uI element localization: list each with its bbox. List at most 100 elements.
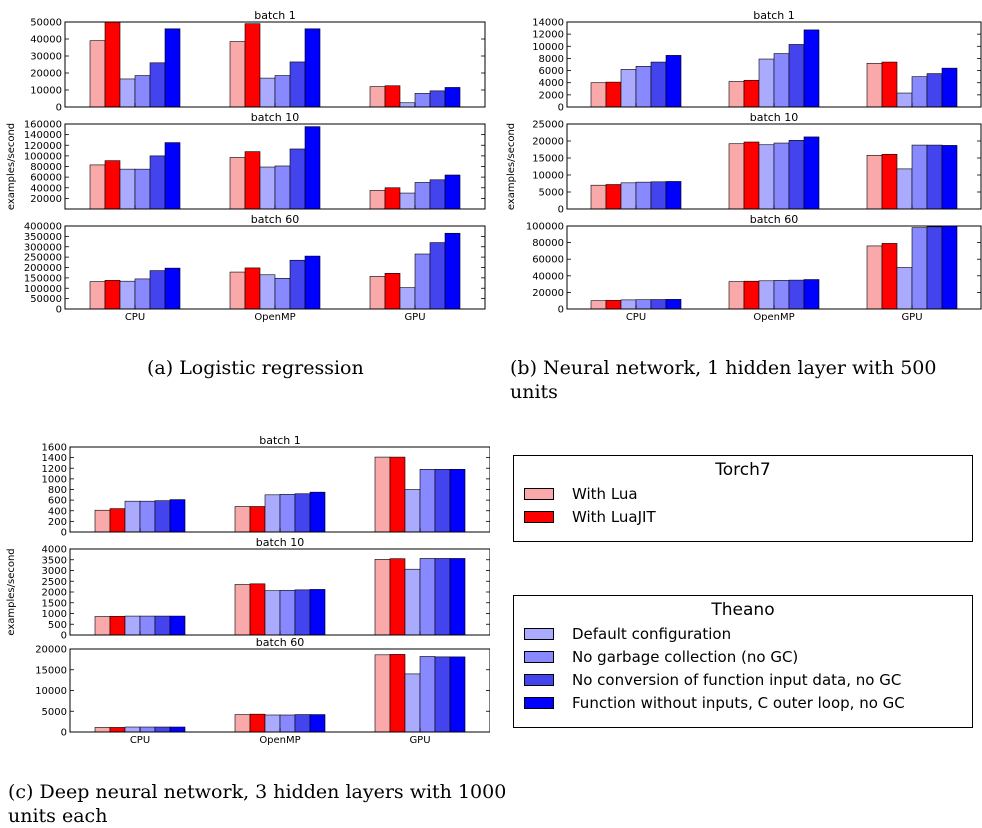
y-tick-label: 4000: [42, 545, 67, 556]
bar: [605, 184, 622, 210]
bar: [134, 168, 151, 210]
bar: [896, 168, 913, 210]
y-tick-label: 80000: [30, 162, 62, 173]
legend-entry: With LuaJIT: [514, 505, 972, 528]
bar: [149, 155, 166, 210]
y-tick-label: 5000: [539, 188, 564, 199]
y-tick-label: 0: [61, 728, 67, 739]
y-tick-label: 5000: [42, 707, 67, 718]
category-label: OpenMP: [254, 312, 295, 323]
bar: [249, 583, 266, 636]
bar: [304, 28, 321, 108]
bar: [650, 299, 667, 310]
legend-label: Default configuration: [572, 624, 732, 643]
bar: [429, 90, 446, 108]
bar: [758, 280, 775, 310]
category-label: GPU: [409, 735, 430, 746]
bar: [926, 226, 943, 310]
bar: [374, 559, 391, 636]
bar: [788, 279, 805, 310]
bar: [384, 273, 401, 310]
y-tick-label: 60000: [532, 255, 564, 266]
y-tick-label: 20000: [532, 288, 564, 299]
bar: [289, 148, 306, 210]
bar: [665, 181, 682, 210]
bar: [773, 280, 790, 310]
bar: [374, 456, 391, 533]
bar: [911, 76, 928, 108]
y-tick-label: 30000: [30, 52, 62, 63]
panel-batch-60: batch 60 0 20000 40000 60000 80000 100000: [526, 213, 982, 316]
bar: [911, 144, 928, 210]
bar: [279, 493, 296, 533]
legend-title: Theano: [711, 600, 775, 620]
bar: [419, 558, 436, 636]
panel-title: batch 10: [750, 111, 799, 124]
panel-title: batch 10: [256, 536, 305, 549]
bar: [650, 61, 667, 108]
bar: [590, 82, 607, 108]
bar: [758, 144, 775, 210]
bar: [369, 86, 386, 108]
y-tick-label: 400: [48, 506, 67, 517]
bar: [134, 75, 151, 108]
bar: [244, 151, 261, 210]
bar: [119, 280, 136, 310]
y-tick-label: 80000: [532, 238, 564, 249]
legend-label: No garbage collection (no GC): [572, 647, 799, 666]
bar: [590, 184, 607, 210]
bar: [104, 160, 121, 210]
y-tick-label: 1000: [42, 474, 67, 485]
bar: [119, 168, 136, 210]
panel-title: batch 1: [254, 9, 296, 22]
y-tick-label: 500: [48, 620, 67, 631]
y-tick-label: 2500: [42, 577, 67, 588]
y-tick-label: 10000: [532, 42, 564, 53]
y-axis-label: examples/second: [6, 123, 17, 210]
bar: [164, 267, 181, 310]
category-label: CPU: [626, 312, 646, 323]
caption-neural-network: (b) Neural network, 1 hidden layer with …: [510, 357, 937, 403]
bar: [605, 300, 622, 310]
y-tick-label: 15000: [532, 154, 564, 165]
bar: [758, 58, 775, 108]
y-tick-label: 0: [558, 205, 564, 216]
bar: [369, 276, 386, 310]
bar: [414, 182, 431, 210]
y-tick-label: 1400: [42, 453, 67, 464]
y-tick-label: 0: [56, 305, 62, 316]
bar: [234, 714, 251, 733]
legend-entry: Default configuration: [514, 622, 972, 645]
bar: [89, 40, 106, 108]
bar: [149, 62, 166, 108]
legend-swatch: [524, 627, 554, 640]
y-tick-label: 4000: [539, 78, 564, 89]
legend-torch7: Torch7 With Lua With LuaJIT: [513, 455, 973, 542]
bar: [881, 61, 898, 108]
bar: [249, 506, 266, 533]
bar: [124, 726, 141, 733]
y-tick-label: 25000: [532, 120, 564, 131]
bar: [259, 166, 276, 210]
bar: [434, 558, 451, 636]
y-tick-label: 300000: [24, 242, 62, 253]
bar: [384, 85, 401, 108]
bar: [911, 227, 928, 310]
bar: [773, 142, 790, 210]
bar: [881, 243, 898, 310]
bar: [743, 79, 760, 108]
legend-label: No conversion of function input data, no…: [572, 670, 902, 689]
bar: [274, 75, 291, 108]
bar: [896, 92, 913, 108]
y-tick-label: 2000: [42, 588, 67, 599]
y-tick-label: 0: [558, 103, 564, 114]
legend-entry: With Lua: [514, 482, 972, 505]
bar: [384, 187, 401, 210]
caption-logistic-regression: (a) Logistic regression: [147, 357, 364, 379]
bar: [304, 126, 321, 210]
y-tick-label: 20000: [30, 69, 62, 80]
y-axis-label: examples/second: [506, 123, 517, 210]
y-tick-label: 40000: [30, 183, 62, 194]
